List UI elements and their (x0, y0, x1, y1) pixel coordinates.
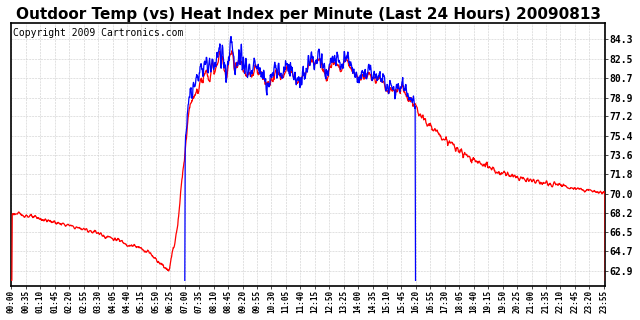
Title: Outdoor Temp (vs) Heat Index per Minute (Last 24 Hours) 20090813: Outdoor Temp (vs) Heat Index per Minute … (16, 7, 601, 22)
Text: Copyright 2009 Cartronics.com: Copyright 2009 Cartronics.com (13, 28, 183, 38)
